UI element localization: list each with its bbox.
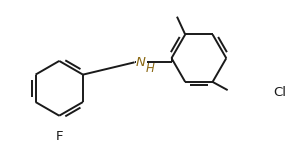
Text: N: N [136,56,146,69]
Text: F: F [56,130,63,143]
Text: H: H [146,62,155,75]
Text: Cl: Cl [273,86,286,99]
